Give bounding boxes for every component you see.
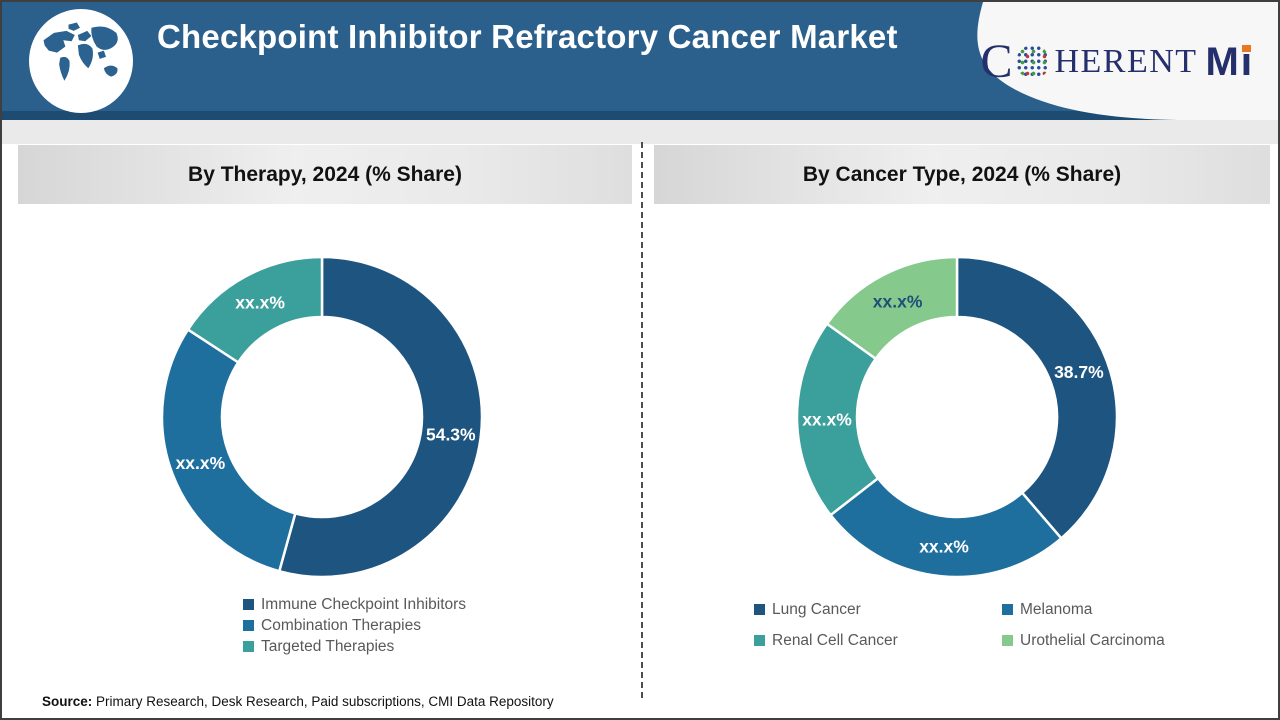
cancer-type-legend: Lung Cancer Melanoma Renal Cell Cancer Urot… xyxy=(754,599,1165,651)
therapy-panel-title: By Therapy, 2024 (% Share) xyxy=(18,145,632,204)
legend-swatch xyxy=(1002,604,1013,615)
source-note: Source: Primary Research, Desk Research,… xyxy=(42,694,554,709)
donut-svg: 54.3% xx.x% xx.x% xyxy=(160,255,484,579)
brand-globe-icon xyxy=(1016,45,1051,79)
slice-value-label: xx.x% xyxy=(176,453,226,473)
donut-slice xyxy=(186,255,324,364)
legend-label: Lung Cancer xyxy=(772,601,861,618)
legend-item: Immune Checkpoint Inhibitors xyxy=(243,594,466,615)
legend-swatch xyxy=(243,641,254,652)
donut-slice xyxy=(825,255,959,360)
cancer-type-donut-chart: 38.7% xx.x% xx.x% xx.x% xyxy=(792,252,1122,582)
legend-label: Targeted Therapies xyxy=(261,638,395,655)
world-map-icon xyxy=(43,22,118,81)
source-label: Source: xyxy=(42,694,93,709)
legend-swatch xyxy=(243,620,254,631)
donut-slice xyxy=(955,255,1119,540)
legend-swatch xyxy=(243,599,254,610)
world-map-logo xyxy=(29,9,133,113)
slice-value-label: xx.x% xyxy=(873,291,923,311)
header-banner: Checkpoint Inhibitor Refractory Cancer M… xyxy=(2,2,1278,120)
source-text: Primary Research, Desk Research, Paid su… xyxy=(92,694,554,709)
legend-item: Melanoma xyxy=(1002,599,1165,620)
header-shadow-strip xyxy=(2,120,1278,144)
brand-letter-i: I xyxy=(1240,40,1252,84)
slice-value-label: 54.3% xyxy=(426,425,476,445)
page-title: Checkpoint Inhibitor Refractory Cancer M… xyxy=(157,18,898,55)
brand-logo: C HERENT M I xyxy=(980,35,1252,88)
legend-swatch xyxy=(754,604,765,615)
therapy-donut-chart: 54.3% xx.x% xx.x% xyxy=(157,252,487,582)
legend-label: Immune Checkpoint Inhibitors xyxy=(261,596,467,613)
legend-label: Melanoma xyxy=(1020,601,1093,618)
legend-item: Combination Therapies xyxy=(243,615,466,636)
header-accent-strip xyxy=(2,111,1278,120)
brand-letters-herent: HERENT xyxy=(1054,43,1198,80)
legend-item: Targeted Therapies xyxy=(243,636,466,657)
donut-svg: 38.7% xx.x% xx.x% xx.x% xyxy=(795,255,1119,579)
brand-letter-c: C xyxy=(980,35,1013,88)
legend-swatch xyxy=(1002,635,1013,646)
legend-label: Combination Therapies xyxy=(261,617,421,634)
slice-value-label: xx.x% xyxy=(802,410,852,430)
legend-label: Renal Cell Cancer xyxy=(772,632,898,649)
slice-value-label: 38.7% xyxy=(1054,362,1104,382)
legend-swatch xyxy=(754,635,765,646)
legend-item: Lung Cancer xyxy=(754,599,1002,620)
header-curve-shape xyxy=(977,2,1278,120)
legend-item: Renal Cell Cancer xyxy=(754,630,1002,651)
panel-divider xyxy=(641,142,643,698)
donut-slice xyxy=(829,477,1063,579)
donut-slice xyxy=(278,255,484,579)
legend-item: Urothelial Carcinoma xyxy=(1002,630,1165,651)
therapy-legend: Immune Checkpoint Inhibitors Combination … xyxy=(243,594,466,657)
legend-label: Urothelial Carcinoma xyxy=(1020,632,1165,649)
cancer-type-panel-title: By Cancer Type, 2024 (% Share) xyxy=(654,145,1270,204)
brand-letter-m: M xyxy=(1205,40,1239,84)
slice-value-label: xx.x% xyxy=(919,536,969,556)
donut-slice xyxy=(160,328,297,573)
slice-value-label: xx.x% xyxy=(235,293,285,313)
